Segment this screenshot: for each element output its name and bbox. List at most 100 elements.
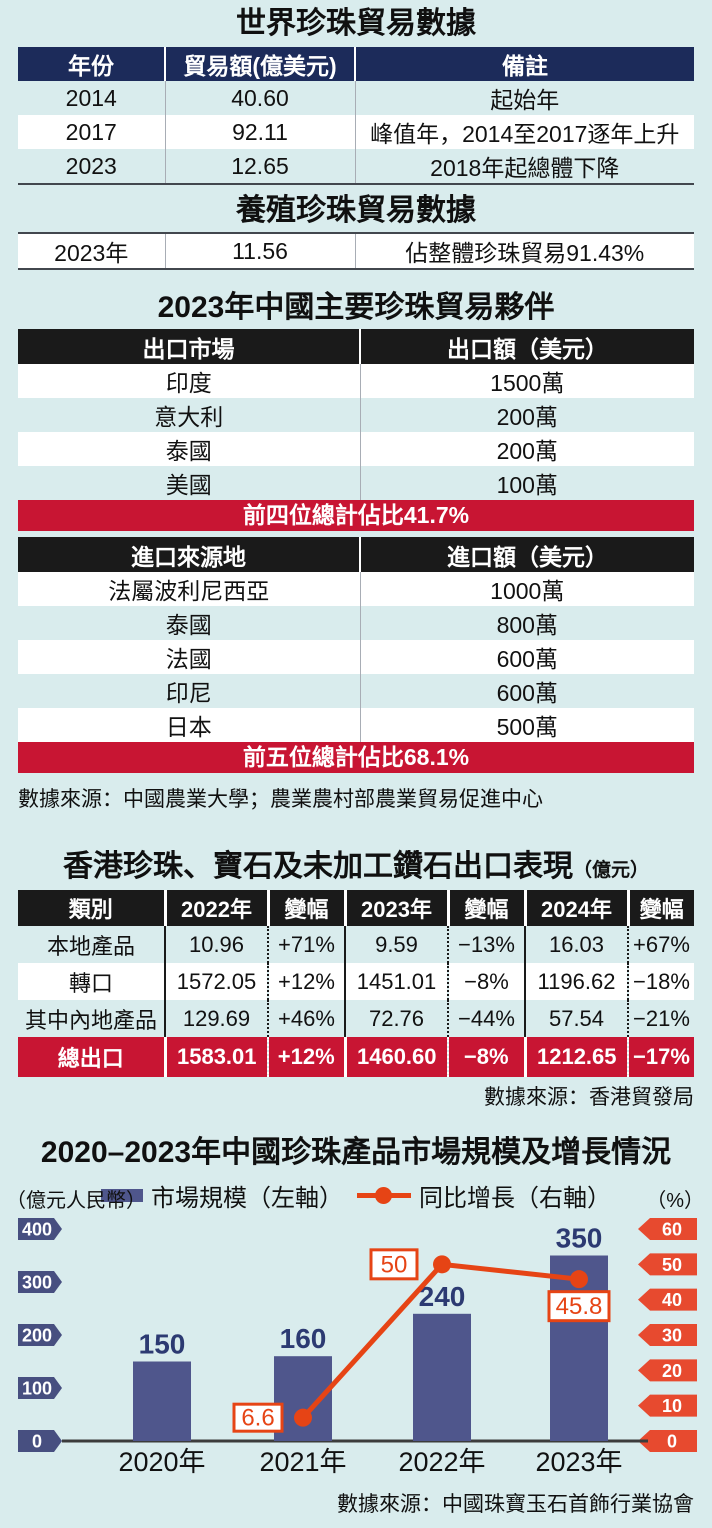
table-cell: −21% [627, 1000, 694, 1037]
header-row: 年份 貿易額(億美元) 備註 [18, 47, 694, 81]
x-axis-line [62, 1439, 648, 1443]
table-cell: 1196.62 [524, 963, 628, 1000]
table-cell: 100萬 [359, 466, 694, 500]
bar-swatch-icon [101, 1189, 143, 1202]
table-cell: +12% [267, 963, 345, 1000]
point-label-box [232, 1402, 284, 1433]
column-header: 貿易額(億美元) [164, 47, 355, 81]
hk-section-title: 香港珍珠、寶石及未加工鑽石出口表現（億元） [18, 849, 694, 888]
point-label: 6.6 [241, 1405, 274, 1432]
table-row: 法國 600萬 [18, 640, 694, 674]
column-header: 2022年 [163, 890, 268, 926]
column-header: 變幅 [266, 890, 345, 926]
table-cell: 2017 [18, 115, 165, 149]
left-axis-tag [18, 1218, 62, 1240]
line-marker [570, 1270, 588, 1289]
legend-bar-label: 市場規模（左軸） [151, 1185, 343, 1212]
table-cell: 129.69 [164, 1000, 268, 1037]
left-axis-unit: （億元人民幣） [6, 1190, 146, 1212]
table-cell: −44% [447, 1000, 525, 1037]
column-header: 類別 [18, 890, 165, 926]
table-cell: 泰國 [18, 432, 360, 466]
right-axis-tick-label: 60 [662, 1220, 682, 1240]
column-header: 年份 [18, 47, 165, 81]
left-axis-tick-label: 200 [22, 1326, 52, 1346]
table-cell: −8% [447, 1037, 525, 1077]
legend-line-label: 同比增長（右軸） [419, 1185, 611, 1212]
table-cell: 佔整體珍珠貿易91.43% [354, 233, 694, 269]
export-total-banner: 前四位總計佔比41.7% [18, 500, 694, 531]
right-axis-unit: （%） [646, 1190, 704, 1212]
table-cell: 法國 [18, 640, 360, 674]
table-cell: 峰值年，2014至2017逐年上升 [354, 115, 694, 149]
table-cell: 本地產品 [46, 933, 135, 959]
table-cell: +71% [267, 926, 345, 963]
right-axis-tick-label: 30 [662, 1326, 682, 1346]
right-axis-tick-label: 10 [662, 1396, 682, 1416]
table-row: 2017 92.11 峰值年，2014至2017逐年上升 [18, 115, 694, 149]
table-cell: +46% [267, 1000, 345, 1037]
table-cell: 印尼 [165, 680, 212, 706]
point-label: 50 [381, 1251, 408, 1278]
chart-title: 2020–2023年中國珍珠產品市場規模及增長情況 [40, 1136, 672, 1169]
table-cell: −18% [627, 963, 694, 1000]
right-axis-tag [638, 1218, 697, 1240]
table-cell: 1000萬 [359, 572, 694, 606]
table-row: 美國 100萬 [18, 466, 694, 500]
column-header: 出口市場 [18, 329, 360, 364]
x-axis-label: 2023年 [535, 1447, 622, 1477]
table-cell: 泰國 [165, 612, 212, 638]
table-cell: 2014 [65, 84, 117, 111]
table-row: 其中內地產品 129.69 +46% 72.76 −44% 57.54 −21% [18, 1000, 694, 1037]
column-header: 進口來源地 [18, 537, 360, 572]
table-cell: 500萬 [359, 708, 694, 742]
table-row: 2023 12.65 2018年起總體下降 [18, 149, 694, 184]
hk-export-table: 類別 2022年 變幅 2023年 變幅 2024年 變幅 本地產品 10.96 +71% 9.59… [18, 890, 694, 1077]
import-total-banner: 前五位總計佔比68.1% [18, 742, 694, 773]
table-cell: 1460.60 [343, 1037, 448, 1077]
table-cell: 總出口 [18, 1037, 165, 1077]
table-cell: 12.65 [164, 149, 355, 184]
table-cell: 10.96 [164, 926, 268, 963]
table-row: 印尼 600萬 [18, 674, 694, 708]
column-header: 變幅 [626, 890, 694, 926]
right-axis-tag [638, 1288, 697, 1311]
right-axis-tag [638, 1324, 697, 1346]
table-cell: −13% [447, 926, 525, 963]
left-axis-tick-label: 100 [22, 1379, 52, 1399]
right-axis-tick-label: 40 [662, 1290, 682, 1310]
column-header: 2023年 [343, 890, 448, 926]
table-cell: 2018年起總體下降 [354, 149, 694, 184]
right-axis-tick-label: 0 [667, 1432, 677, 1452]
table-row: 2023年 11.56 佔整體珍珠貿易91.43% [18, 233, 694, 269]
left-axis-tag [18, 1377, 62, 1399]
bar-value-label: 350 [556, 1223, 603, 1254]
column-header: 變幅 [446, 890, 525, 926]
left-axis-tag [18, 1271, 62, 1293]
chart-canvas: 400300200100060504030201001502020年160202… [18, 1218, 697, 1477]
left-axis-tag [18, 1430, 62, 1452]
table-row: 泰國 200萬 [18, 432, 694, 466]
table-cell: 9.59 [344, 926, 448, 963]
table-cell: 800萬 [359, 606, 694, 640]
table-cell: 16.03 [524, 926, 628, 963]
column-header: 2024年 [523, 890, 628, 926]
line-swatch-icon [357, 1187, 411, 1204]
hk-title-text: 香港珍珠、寶石及未加工鑽石出口表現 [62, 850, 573, 883]
right-axis-tag [638, 1394, 697, 1417]
x-axis-label: 2021年 [259, 1447, 346, 1477]
left-axis-tick-label: 300 [22, 1273, 52, 1293]
point-label-box [547, 1290, 611, 1323]
table-cell: 日本 [18, 708, 360, 742]
table-cell: 法屬波利尼西亞 [18, 572, 360, 606]
right-axis-tick-label: 50 [662, 1255, 682, 1275]
table-cell: 92.11 [164, 115, 355, 149]
table-cell: 600萬 [359, 640, 694, 674]
cultured-pearl-table: 2023年 11.56 佔整體珍珠貿易91.43% [18, 232, 694, 270]
table-cell: −17% [627, 1037, 694, 1077]
line-marker [433, 1255, 451, 1274]
point-label: 45.8 [556, 1293, 603, 1320]
right-axis-tag [638, 1359, 697, 1382]
export-table: 出口市場 出口額（美元） 印度 1500萬 意大利 200萬 泰國 200萬 美國 100萬 [18, 329, 694, 500]
